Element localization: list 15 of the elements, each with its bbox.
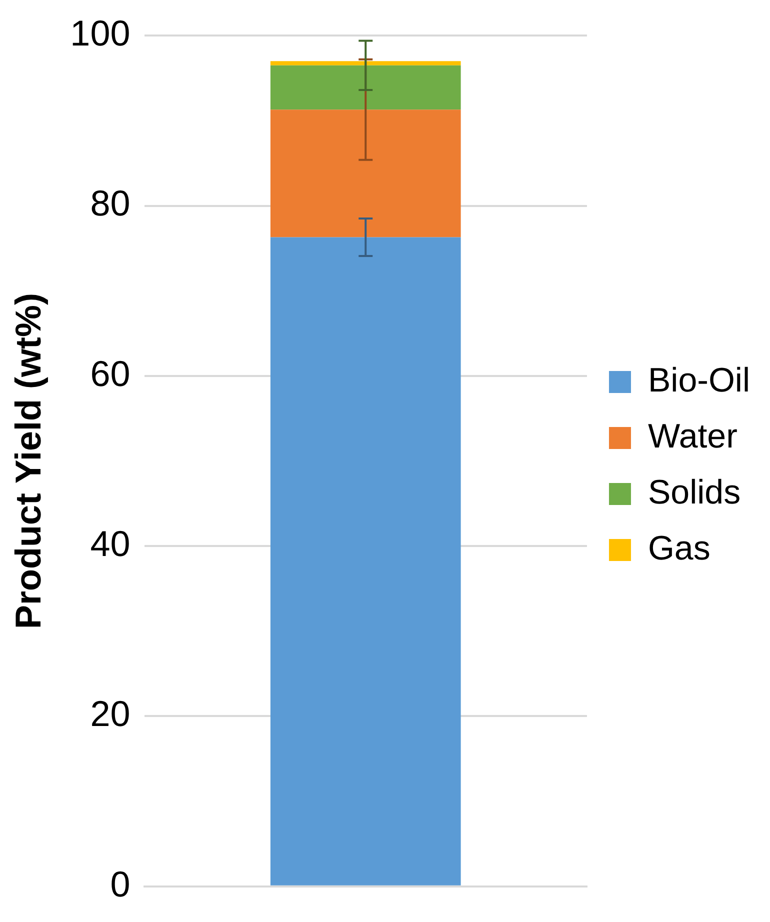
y-axis-title: Product Yield (wt%) bbox=[8, 292, 49, 630]
y-tick-label: 100 bbox=[70, 12, 130, 54]
y-tick-label: 80 bbox=[90, 182, 130, 224]
bar bbox=[270, 65, 461, 110]
bar bbox=[270, 237, 461, 886]
legend-label: Water bbox=[648, 417, 738, 456]
y-tick-label: 40 bbox=[90, 523, 130, 564]
bar bbox=[270, 110, 461, 238]
y-tick-label: 20 bbox=[90, 693, 130, 734]
legend-label: Bio-Oil bbox=[648, 361, 750, 400]
bar bbox=[270, 61, 461, 66]
y-tick-label: 60 bbox=[90, 352, 130, 394]
legend-label: Gas bbox=[648, 529, 710, 568]
legend-label: Solids bbox=[648, 473, 741, 512]
y-tick-label: 0 bbox=[110, 863, 130, 904]
